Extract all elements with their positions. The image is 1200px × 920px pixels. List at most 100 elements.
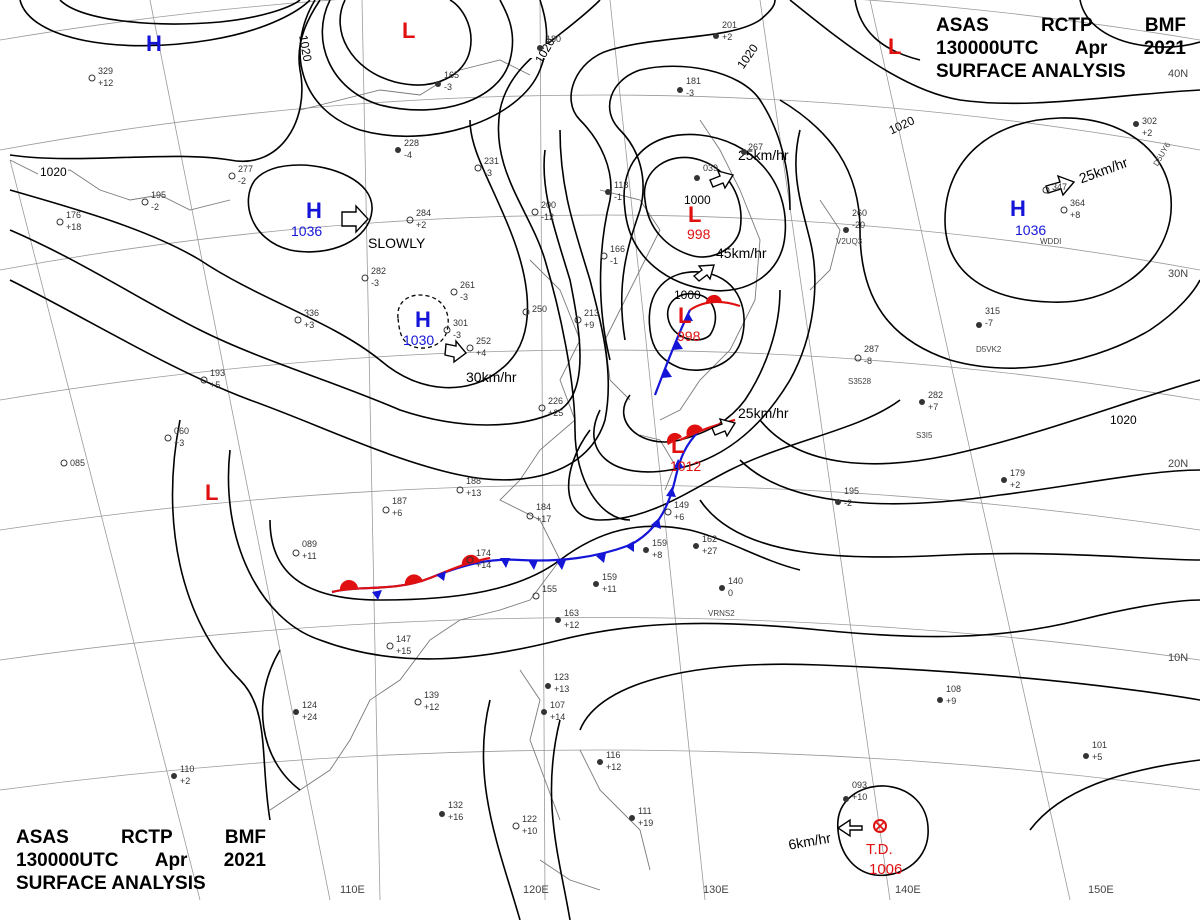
svg-text:336: 336 (304, 308, 319, 318)
header-station: RCTP (120, 827, 173, 848)
svg-text:116: 116 (606, 750, 620, 760)
isobar (666, 293, 717, 341)
isobar (837, 785, 929, 877)
station-plot: 165-3 (435, 70, 459, 92)
td-symbol-cross (875, 821, 885, 831)
svg-text:347: 347 (1052, 182, 1067, 192)
station-plot: 315-7 (976, 306, 1000, 328)
svg-text:-3: -3 (444, 82, 452, 92)
svg-text:-3: -3 (453, 330, 461, 340)
warm-front-bump (686, 424, 703, 436)
motion-arrow (444, 339, 468, 364)
svg-text:+6: +6 (392, 508, 402, 518)
svg-text:-3: -3 (371, 278, 379, 288)
motion-label: 30km/hr (466, 369, 517, 385)
header-month: Apr (154, 850, 188, 871)
station-plot: 116+12 (597, 750, 621, 772)
station-plot: 201+2 (713, 20, 737, 42)
station-plot: 162+27 (693, 534, 717, 556)
isobar (593, 129, 816, 473)
svg-text:+13: +13 (554, 684, 569, 694)
station-plot: 085 (60, 458, 85, 468)
svg-text:+16: +16 (448, 812, 463, 822)
station-plot: 364+8 (1060, 198, 1085, 220)
station-plot: 329+12 (88, 66, 113, 88)
lon-label: 150E (1088, 884, 1114, 896)
station-plot: 147+15 (386, 634, 411, 656)
svg-text:174: 174 (476, 548, 491, 558)
station-plot: 159+8 (643, 538, 667, 560)
svg-text:107: 107 (550, 700, 565, 710)
header-line-1: ASAS RCTP BMF (16, 826, 266, 849)
isobar (59, 0, 301, 25)
coastline (809, 199, 841, 291)
svg-text:193: 193 (210, 368, 225, 378)
station-plot: 200-12 (531, 200, 556, 222)
cold-front-barb (666, 487, 676, 497)
motion-arrow (836, 818, 863, 838)
station-plot: 267 (741, 142, 763, 155)
svg-text:-4: -4 (404, 150, 412, 160)
station-plot: 187+6 (382, 496, 407, 518)
svg-text:-3: -3 (686, 88, 694, 98)
station-plot: 184+17 (526, 502, 551, 524)
svg-text:+13: +13 (466, 488, 481, 498)
svg-text:+12: +12 (98, 78, 113, 88)
cold-front-barb (683, 312, 693, 322)
isobar (1079, 0, 1200, 48)
graticule-labels: 110E 120E 130E 140E 150E 40N 30N 20N 10N (340, 68, 1188, 896)
svg-text:039: 039 (703, 163, 718, 173)
lat-label: 40N (1168, 68, 1188, 80)
svg-text:132: 132 (448, 800, 463, 810)
isobar (247, 164, 373, 253)
svg-text:200: 200 (541, 200, 556, 210)
parallel-line (0, 214, 1200, 271)
lon-label: 120E (523, 884, 549, 896)
svg-text:329: 329 (98, 66, 113, 76)
station-plot: 250 (522, 304, 547, 316)
svg-text:+12: +12 (564, 620, 579, 630)
station-plot: 124+24 (293, 700, 317, 722)
station-plot: 118-1 (605, 180, 628, 202)
svg-text:093: 093 (852, 780, 867, 790)
svg-text:111: 111 (638, 806, 652, 816)
svg-text:184: 184 (536, 502, 551, 512)
svg-text:+2: +2 (722, 32, 732, 42)
svg-text:267: 267 (748, 142, 763, 152)
header-time: 130000UTC (16, 850, 119, 871)
motion-label: 6km/hr (787, 829, 832, 852)
station-plots: 329+12 195-2 176+18 277-2 228-4 336+3 28… (56, 20, 1157, 836)
lon-label: 140E (895, 884, 921, 896)
coastline (659, 119, 761, 421)
isobar (789, 0, 1200, 105)
motion-arrow (341, 204, 369, 234)
ship-id: S3I5 (916, 431, 933, 440)
svg-text:+12: +12 (606, 762, 621, 772)
svg-text:188: 188 (466, 476, 481, 486)
high-pressure: 1036 (291, 223, 322, 239)
parallel-line (0, 349, 1200, 401)
svg-text:261: 261 (460, 280, 475, 290)
meridian-line (361, 0, 381, 901)
motion-label: 45km/hr (716, 245, 767, 261)
motion-arrow (709, 169, 735, 190)
isobar (9, 129, 610, 481)
svg-text:+18: +18 (66, 222, 81, 232)
station-plot: 195-2 (141, 190, 166, 212)
isobar (944, 117, 1173, 303)
svg-text:089: 089 (302, 539, 317, 549)
svg-text:162: 162 (702, 534, 717, 544)
parallel-line (0, 749, 1200, 791)
station-plot: 287-8 (854, 344, 879, 366)
isobar (567, 399, 901, 521)
svg-text:+19: +19 (638, 818, 653, 828)
svg-text:-2: -2 (844, 498, 852, 508)
isobar (779, 99, 1200, 369)
svg-text:+2: +2 (1142, 128, 1152, 138)
station-plot: 284+2 (406, 208, 431, 230)
svg-text:166: 166 (610, 244, 625, 254)
isobar (482, 699, 521, 920)
ship-id: V2UQ3 (836, 237, 863, 246)
svg-text:159: 159 (602, 572, 617, 582)
